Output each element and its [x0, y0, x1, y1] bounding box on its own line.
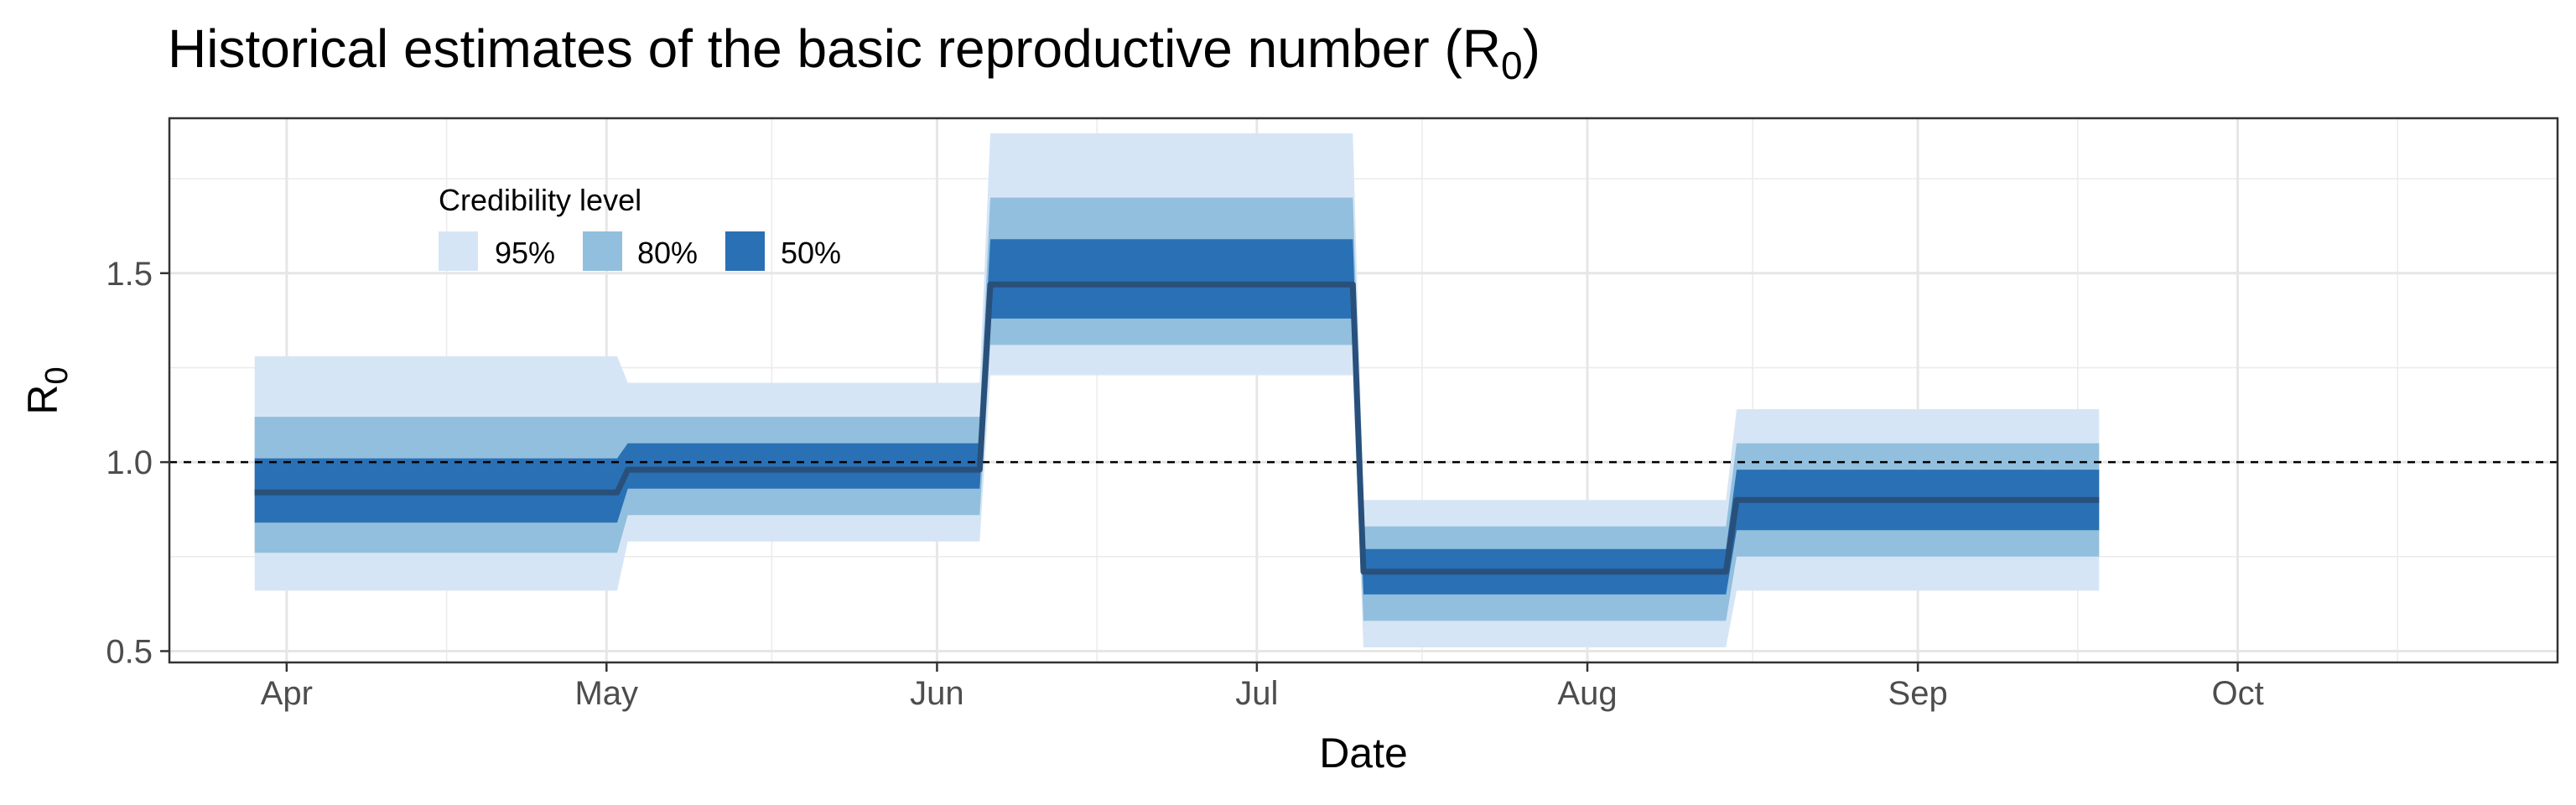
legend-title: Credibility level	[439, 183, 641, 217]
legend-key-50	[725, 231, 765, 271]
band-50	[254, 239, 2100, 595]
x-axis-ticks: Apr May Jun Jul Aug Sep Oct	[261, 662, 2264, 712]
x-tick-label: Apr	[261, 675, 313, 712]
legend: Credibility level 95% 80% 50%	[439, 183, 841, 271]
x-tick-label: Jun	[910, 675, 964, 712]
chart-title-main: Historical estimates of the basic reprod…	[168, 18, 1501, 79]
y-axis-title-main: R	[19, 385, 66, 415]
median-line	[254, 281, 2100, 575]
y-axis-title-subscript: 0	[39, 366, 75, 384]
plot-border	[168, 117, 2559, 664]
legend-label-80: 80%	[637, 236, 698, 270]
chart-title-close: )	[1523, 18, 1540, 79]
x-tick-label: May	[574, 675, 638, 712]
y-tick-label: 1.5	[106, 256, 153, 293]
legend-key-95	[439, 231, 478, 271]
y-tick-label: 0.5	[106, 633, 153, 670]
x-axis-title: Date	[1319, 730, 1408, 776]
x-tick-label: Oct	[2211, 675, 2263, 712]
x-tick-label: Sep	[1888, 675, 1948, 712]
y-axis-ticks: 0.5 1.0 1.5	[106, 256, 169, 670]
credible-bands	[254, 133, 2100, 647]
y-tick-label: 1.0	[106, 444, 153, 481]
x-tick-label: Jul	[1235, 675, 1278, 712]
x-tick-label: Aug	[1557, 675, 1617, 712]
median-line-group	[254, 281, 2100, 575]
band-80	[254, 197, 2100, 621]
legend-label-50: 50%	[781, 236, 841, 270]
band-95	[254, 133, 2100, 647]
chart-title-subscript: 0	[1501, 44, 1523, 87]
chart-title: Historical estimates of the basic reprod…	[168, 18, 1540, 87]
legend-label-95: 95%	[495, 236, 555, 270]
y-axis-title: R0	[19, 366, 75, 414]
legend-key-80	[583, 231, 622, 271]
